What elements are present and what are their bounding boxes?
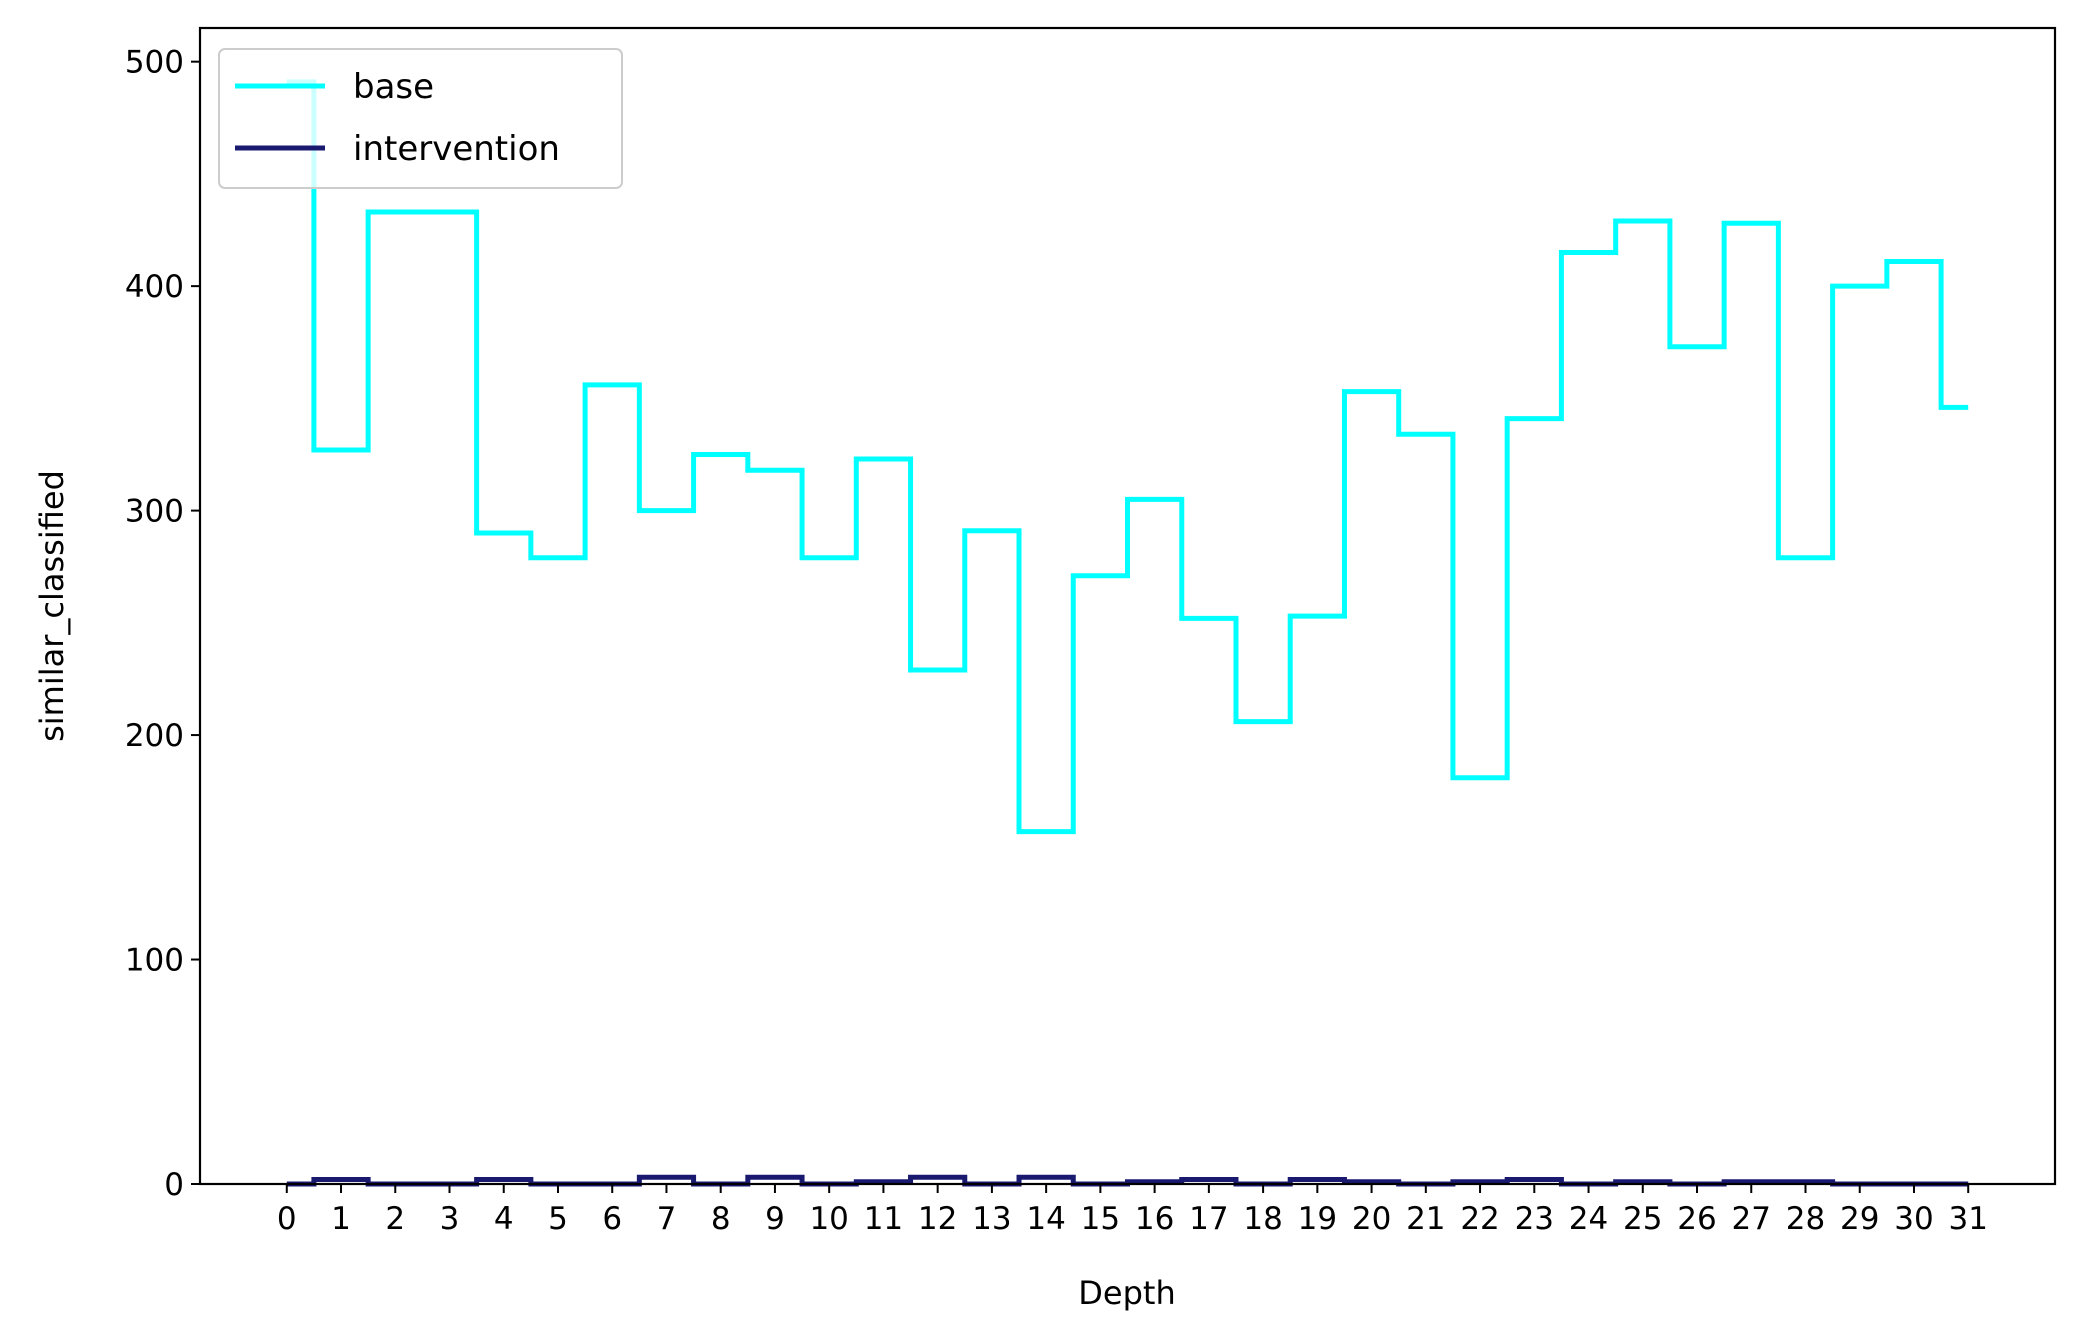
x-tick-label: 22: [1460, 1201, 1499, 1237]
x-tick-label: 15: [1081, 1201, 1120, 1237]
series-layer: [286, 79, 1969, 1187]
y-axis-label: similar_classified: [33, 470, 71, 742]
y-tick-label: 500: [125, 45, 184, 81]
y-tick-label: 100: [125, 943, 184, 979]
x-tick-label: 14: [1026, 1201, 1065, 1237]
x-tick-label: 24: [1569, 1201, 1608, 1237]
y-tick-label: 300: [125, 494, 184, 530]
x-tick-label: 13: [972, 1201, 1011, 1237]
y-tick-label: 200: [125, 718, 184, 754]
x-tick-label: 3: [440, 1201, 460, 1237]
x-axis-label: Depth: [1078, 1274, 1175, 1312]
x-axis: 0 1 2 3 4 5 6 7 8 9 10 11 12 13 14 15 16 17 18 19 20 21 22 23 24…: [277, 1184, 1988, 1237]
x-tick-label: 0: [277, 1201, 297, 1237]
x-tick-label: 9: [765, 1201, 785, 1237]
x-tick-label: 21: [1406, 1201, 1445, 1237]
x-tick-label: 11: [864, 1201, 903, 1237]
x-tick-label: 7: [657, 1201, 677, 1237]
x-tick-label: 8: [711, 1201, 731, 1237]
legend-label-intervention: intervention: [353, 129, 560, 169]
x-tick-label: 20: [1352, 1201, 1391, 1237]
x-tick-label: 26: [1677, 1201, 1716, 1237]
x-tick-label: 18: [1243, 1201, 1282, 1237]
y-tick-label: 400: [125, 269, 184, 305]
x-tick-label: 2: [385, 1201, 405, 1237]
x-tick-label: 25: [1623, 1201, 1662, 1237]
series-line-base: [286, 79, 1969, 835]
x-tick-label: 29: [1840, 1201, 1879, 1237]
x-tick-label: 19: [1298, 1201, 1337, 1237]
x-tick-label: 27: [1732, 1201, 1771, 1237]
y-tick-label: 0: [164, 1167, 184, 1203]
y-axis: 0 100 200 300 400 500: [125, 45, 200, 1203]
x-tick-label: 5: [548, 1201, 568, 1237]
x-tick-label: 16: [1135, 1201, 1174, 1237]
x-tick-label: 30: [1894, 1201, 1933, 1237]
x-tick-label: 12: [918, 1201, 957, 1237]
axes-frame: [198, 26, 2057, 1186]
x-tick-label: 10: [809, 1201, 848, 1237]
x-tick-label: 1: [331, 1201, 351, 1237]
x-tick-label: 6: [602, 1201, 622, 1237]
x-tick-label: 17: [1189, 1201, 1228, 1237]
legend: base intervention: [218, 48, 623, 189]
x-tick-label: 4: [494, 1201, 514, 1237]
x-tick-label: 23: [1515, 1201, 1554, 1237]
x-tick-label: 28: [1786, 1201, 1825, 1237]
legend-label-base: base: [353, 67, 434, 107]
x-tick-label: 31: [1948, 1201, 1987, 1237]
